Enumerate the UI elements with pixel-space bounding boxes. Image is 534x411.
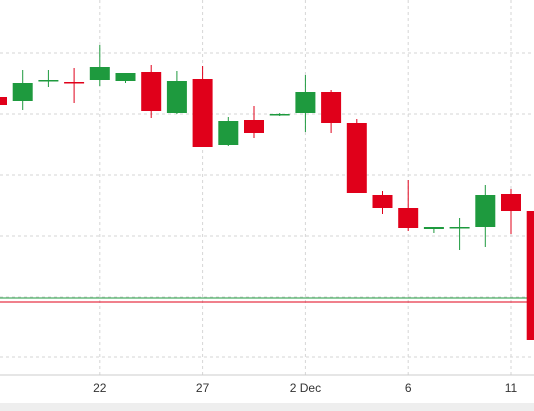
candle-body xyxy=(38,80,59,82)
x-tick-label: 22 xyxy=(93,381,107,395)
candle-body xyxy=(141,72,162,111)
candle-body xyxy=(12,83,33,101)
candle-body xyxy=(192,79,213,147)
candle-body xyxy=(423,227,444,229)
candle-body xyxy=(0,97,7,105)
candle-body xyxy=(346,123,367,193)
x-tick-label: 11 xyxy=(505,381,518,395)
x-tick-label: 2 Dec xyxy=(290,381,321,395)
x-tick-label: 8 xyxy=(0,381,1,395)
candle-body xyxy=(449,227,470,229)
scrollbar-track[interactable] xyxy=(0,403,534,411)
candle-body xyxy=(64,82,85,84)
candle-body xyxy=(115,73,136,81)
candle-body xyxy=(295,92,316,113)
candle-body xyxy=(321,92,342,123)
candle-body xyxy=(218,121,239,145)
candle-body xyxy=(475,195,496,227)
candle-body xyxy=(372,195,393,208)
candle-body xyxy=(89,67,110,80)
grid-layer xyxy=(0,0,534,376)
candle-body xyxy=(269,114,290,116)
candles xyxy=(0,45,534,340)
reference-lines xyxy=(0,297,534,303)
candle-body xyxy=(501,194,521,211)
candle-body xyxy=(244,120,264,133)
x-tick-label: 27 xyxy=(196,381,210,395)
x-axis: 8 22 27 2 Dec 6 11 xyxy=(0,381,518,395)
candle-body xyxy=(526,211,534,340)
candle-body xyxy=(166,81,187,113)
x-tick-label: 6 xyxy=(405,381,412,395)
candle-body xyxy=(398,208,419,228)
